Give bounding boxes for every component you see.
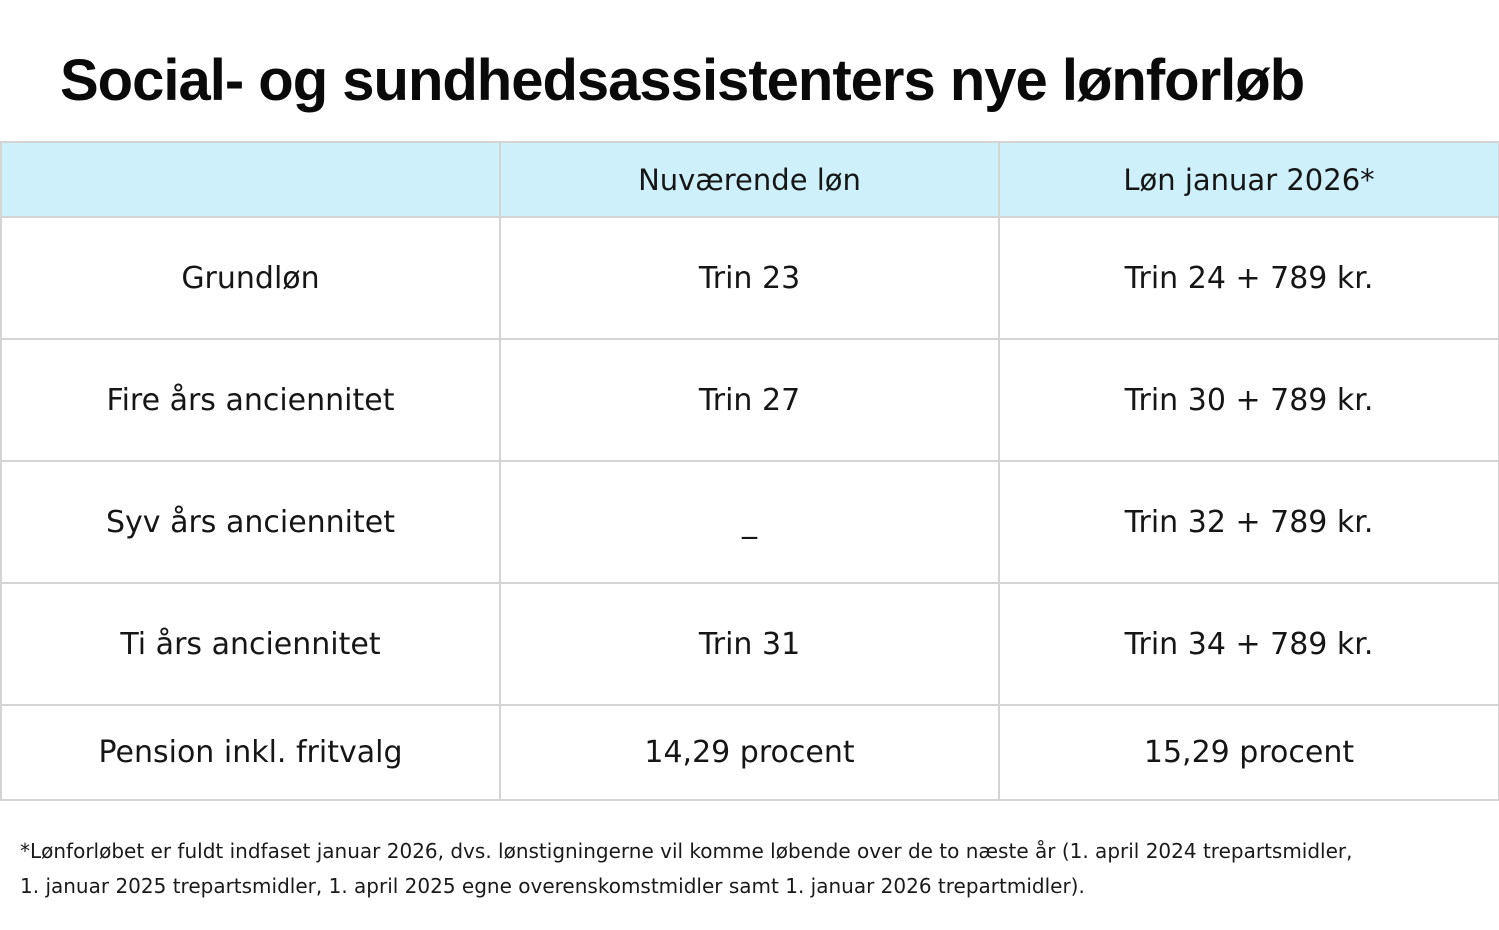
row-label: Pension inkl. fritvalg — [0, 704, 501, 801]
footnote-line-1: *Lønforløbet er fuldt indfaset januar 20… — [20, 839, 1353, 863]
header-label-column — [0, 141, 501, 218]
row-label: Ti års anciennitet — [0, 582, 501, 706]
table-row: Pension inkl. fritvalg 14,29 procent 15,… — [0, 704, 1499, 801]
current-salary-cell: Trin 31 — [499, 582, 1000, 706]
footnote-line-2: 1. januar 2025 trepartsmidler, 1. april … — [20, 874, 1085, 898]
new-salary-cell: 15,29 procent — [998, 704, 1499, 801]
row-label: Syv års anciennitet — [0, 460, 501, 584]
table-header-row: Nuværende løn Løn januar 2026* — [0, 141, 1499, 218]
header-current-salary: Nuværende løn — [499, 141, 1000, 218]
table-row: Fire års anciennitet Trin 27 Trin 30 + 7… — [0, 338, 1499, 462]
new-salary-cell: Trin 30 + 789 kr. — [998, 338, 1499, 462]
new-salary-cell: Trin 34 + 789 kr. — [998, 582, 1499, 706]
row-label: Fire års anciennitet — [0, 338, 501, 462]
footnote: *Lønforløbet er fuldt indfaset januar 20… — [20, 834, 1460, 904]
page-title: Social- og sundhedsassistenters nye lønf… — [60, 48, 1305, 113]
table-row: Ti års anciennitet Trin 31 Trin 34 + 789… — [0, 582, 1499, 706]
current-salary-cell: 14,29 procent — [499, 704, 1000, 801]
current-salary-cell: Trin 23 — [499, 216, 1000, 340]
salary-table: Nuværende løn Løn januar 2026* Grundløn … — [0, 141, 1499, 801]
row-label: Grundløn — [0, 216, 501, 340]
current-salary-cell: _ — [499, 460, 1000, 584]
header-new-salary: Løn januar 2026* — [998, 141, 1499, 218]
new-salary-cell: Trin 32 + 789 kr. — [998, 460, 1499, 584]
current-salary-cell: Trin 27 — [499, 338, 1000, 462]
new-salary-cell: Trin 24 + 789 kr. — [998, 216, 1499, 340]
table-row: Syv års anciennitet _ Trin 32 + 789 kr. — [0, 460, 1499, 584]
table-row: Grundløn Trin 23 Trin 24 + 789 kr. — [0, 216, 1499, 340]
